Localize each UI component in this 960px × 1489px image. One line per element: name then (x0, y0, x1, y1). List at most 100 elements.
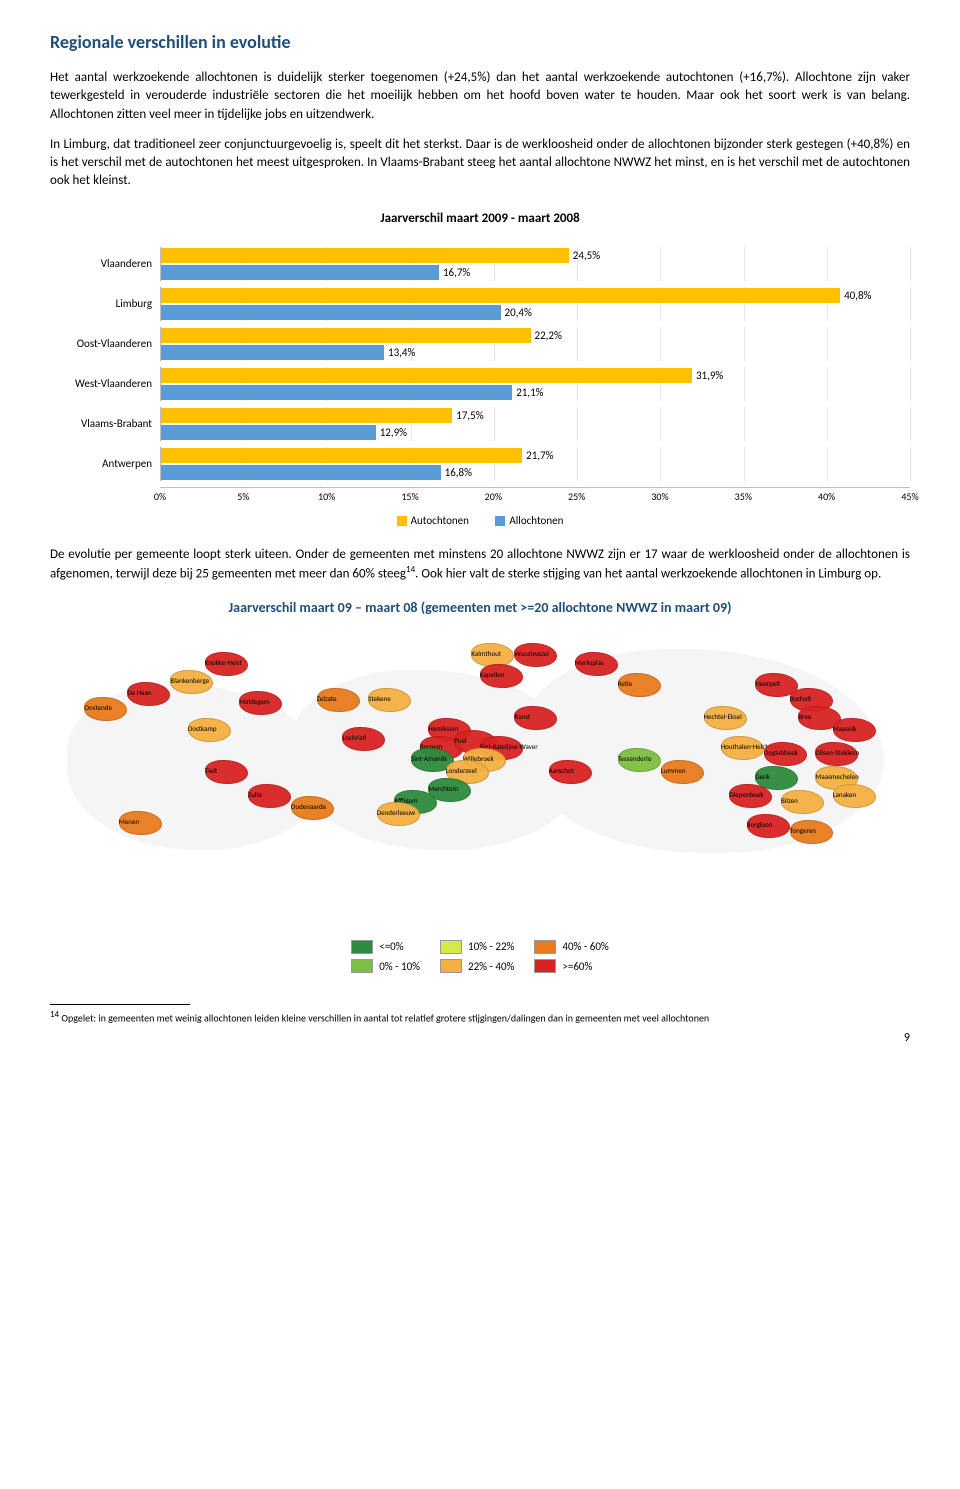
municipality-blob (291, 796, 334, 820)
municipality-blob (747, 814, 790, 838)
section-title: Regionale verschillen in evolutie (50, 30, 910, 55)
bar-category-label: Oost-Vlaanderen (50, 336, 160, 351)
bar-allochtonen: 20,4% (161, 305, 501, 320)
map-legend-item: 22% - 40% (440, 959, 514, 974)
municipality-blob (514, 643, 557, 667)
x-tick: 20% (485, 490, 502, 504)
bar-allochtonen: 13,4% (161, 345, 384, 360)
municipality-blob (317, 688, 360, 712)
bar-autochtonen: 24,5% (161, 248, 569, 263)
municipality-blob (549, 760, 592, 784)
bar-value: 12,9% (376, 425, 407, 440)
map-legend-swatch (534, 940, 556, 954)
municipality-blob (721, 736, 764, 760)
municipality-blob (119, 811, 162, 835)
bar-chart: Jaarverschil maart 2009 - maart 2008 Vla… (50, 210, 910, 528)
bar-autochtonen: 22,2% (161, 328, 531, 343)
map-legend-item: <=0% (351, 939, 420, 954)
x-tick: 15% (401, 490, 418, 504)
bar-value: 13,4% (384, 345, 415, 360)
municipality-blob (575, 652, 618, 676)
bar-value: 16,7% (439, 265, 470, 280)
legend-label-allochtonen: Allochtonen (509, 514, 563, 527)
municipality-blob (377, 802, 420, 826)
x-tick: 10% (318, 490, 335, 504)
bar-category-label: Vlaanderen (50, 256, 160, 271)
bar-value: 21,1% (512, 385, 543, 400)
municipality-blob (661, 760, 704, 784)
post-chart-text-post: . Ook hier valt de sterke stijging van h… (415, 566, 881, 581)
map-legend-label: 10% - 22% (468, 939, 514, 954)
intro-paragraph-1: Het aantal werkzoekende allochtonen is d… (50, 69, 910, 124)
legend-swatch-autochtonen (397, 516, 407, 526)
bar-value: 16,8% (441, 465, 472, 480)
footnote-ref-14: 14 (406, 564, 415, 575)
map-legend-item: 0% - 10% (351, 959, 420, 974)
map-legend-swatch (351, 959, 373, 973)
bar-category-label: Antwerpen (50, 456, 160, 471)
bar-autochtonen: 40,8% (161, 288, 840, 303)
map-legend-label: 22% - 40% (468, 959, 514, 974)
map-title: Jaarverschil maart 09 – maart 08 (gemeen… (50, 598, 910, 618)
map-legend-label: >=60% (562, 959, 592, 974)
intro-paragraph-2: In Limburg, dat traditioneel zeer conjun… (50, 136, 910, 191)
bar-value: 17,5% (452, 408, 483, 423)
municipality-blob (618, 673, 661, 697)
bar-track: 22,2% 13,4% (160, 327, 910, 361)
bar-allochtonen: 12,9% (161, 425, 376, 440)
bar-track: 17,5% 12,9% (160, 407, 910, 441)
legend-swatch-allochtonen (495, 516, 505, 526)
map-legend-label: 40% - 60% (562, 939, 608, 954)
municipality-blob (480, 664, 523, 688)
map-legend-swatch (440, 940, 462, 954)
bar-row: Antwerpen21,7%16,8% (50, 447, 910, 481)
x-tick: 30% (651, 490, 668, 504)
bar-row: West-Vlaanderen31,9%21,1% (50, 367, 910, 401)
x-tick: 45% (901, 490, 918, 504)
map-legend-item: 10% - 22% (440, 939, 514, 954)
bar-value: 24,5% (569, 248, 600, 263)
x-tick: 25% (568, 490, 585, 504)
footnote-14: 14 Opgelet: in gemeenten met weinig allo… (50, 1009, 910, 1024)
bar-autochtonen: 21,7% (161, 448, 522, 463)
bar-track: 31,9% 21,1% (160, 367, 910, 401)
bar-track: 24,5% 16,7% (160, 247, 910, 281)
map-legend-item: 40% - 60% (534, 939, 608, 954)
bar-value: 31,9% (692, 368, 723, 383)
map-legend-swatch (351, 940, 373, 954)
chart-title: Jaarverschil maart 2009 - maart 2008 (50, 210, 910, 228)
bar-row: Oost-Vlaanderen22,2% 13,4% (50, 327, 910, 361)
municipality-blob (514, 706, 557, 730)
municipality-blob (342, 727, 385, 751)
municipality-blob (239, 691, 282, 715)
x-tick: 35% (735, 490, 752, 504)
map-legend-label: 0% - 10% (379, 959, 420, 974)
bar-value: 20,4% (501, 305, 532, 320)
footnote-separator (50, 1004, 190, 1005)
municipality-blob (833, 784, 876, 808)
legend-allochtonen: Allochtonen (495, 513, 563, 528)
municipality-blob (205, 652, 248, 676)
municipality-blob (790, 820, 833, 844)
bar-autochtonen: 31,9% (161, 368, 692, 383)
legend-label-autochtonen: Autochtonen (411, 514, 469, 527)
bar-value: 21,7% (522, 448, 553, 463)
map-legend-label: <=0% (379, 939, 403, 954)
municipality-blob (833, 718, 876, 742)
municipality-blob (205, 760, 248, 784)
footnote-text: Opgelet: in gemeenten met weinig allocht… (59, 1011, 709, 1024)
municipality-blob (248, 784, 291, 808)
map-legend-item: >=60% (534, 959, 608, 974)
bar-category-label: Vlaams-Brabant (50, 416, 160, 431)
map-legend: <=0% 0% - 10% 10% - 22% 22% - 40% 40% - 60% >… (50, 939, 910, 974)
map-legend-swatch (440, 959, 462, 973)
municipality-blob (84, 697, 127, 721)
x-tick: 0% (154, 490, 166, 504)
map-legend-swatch (534, 959, 556, 973)
municipality-blob (188, 718, 231, 742)
municipality-blob (618, 748, 661, 772)
bar-allochtonen: 16,7% (161, 265, 439, 280)
bar-category-label: Limburg (50, 296, 160, 311)
municipality-blob (704, 706, 747, 730)
municipality-blob (764, 742, 807, 766)
